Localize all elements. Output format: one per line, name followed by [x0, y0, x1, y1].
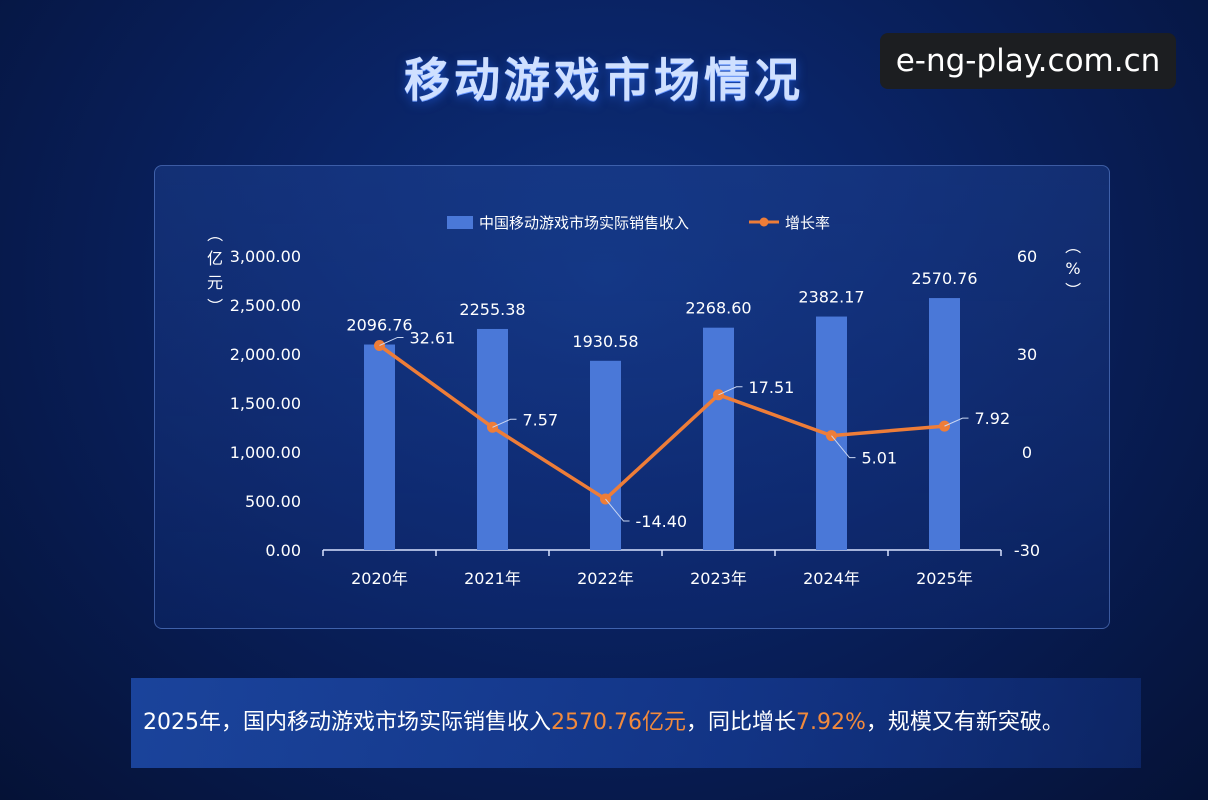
right-axis-tick: 30	[1017, 345, 1037, 364]
watermark-badge: e-ng-play.com.cn	[880, 33, 1176, 89]
right-axis-tick: -30	[1014, 541, 1040, 560]
combo-chart: 中国移动游戏市场实际销售收入 增长率 0.00 500.00 1,000.00 1,500…	[205, 214, 1082, 588]
growth-label-leader	[492, 418, 517, 428]
x-axis-tick: 2023年	[690, 569, 747, 588]
left-axis-tick: 2,000.00	[230, 345, 301, 364]
left-axis-unit-char: ）	[205, 298, 224, 314]
chart-panel: 中国移动游戏市场实际销售收入 增长率 0.00 500.00 1,000.00 1,500…	[154, 165, 1110, 629]
right-axis-unit-char: （	[1063, 238, 1082, 254]
left-axis-unit-char: 亿	[207, 249, 223, 268]
summary-text-1: 2025年，国内移动游戏市场实际销售收入	[143, 710, 551, 735]
left-axis-tick: 500.00	[245, 492, 301, 511]
left-axis-tick: 3,000.00	[230, 247, 301, 266]
revenue-bar	[477, 328, 508, 550]
revenue-bar	[703, 327, 734, 550]
growth-label-leader	[831, 435, 856, 459]
revenue-bar-label: 2268.60	[685, 299, 751, 318]
summary-text-2: ，同比增长	[685, 710, 796, 735]
left-axis-tick: 1,500.00	[230, 394, 301, 413]
legend-line-marker	[759, 217, 769, 227]
revenue-bar	[364, 344, 395, 550]
growth-point-label: 7.57	[523, 410, 559, 429]
revenue-bar-label: 1930.58	[572, 332, 638, 351]
right-axis-tick: 0	[1022, 443, 1032, 462]
legend-bar-label: 中国移动游戏市场实际销售收入	[479, 214, 689, 232]
right-axis-unit-char: %	[1065, 259, 1080, 278]
growth-line	[378, 344, 945, 501]
growth-label-leader	[605, 498, 630, 522]
page-title: 移动游戏市场情况	[404, 53, 804, 107]
revenue-bar	[590, 360, 621, 550]
left-axis-unit-char: 元	[207, 273, 223, 292]
x-axis-tick: 2020年	[351, 569, 408, 588]
growth-label-leader	[718, 386, 743, 396]
summary-text-3: ，规模又有新突破。	[865, 710, 1064, 735]
revenue-bar-label: 2096.76	[346, 316, 412, 335]
growth-point-label: 7.92	[975, 409, 1011, 428]
growth-point-label: 5.01	[862, 449, 898, 468]
right-axis-unit-char: ）	[1063, 282, 1082, 298]
left-axis-unit-char: （	[205, 226, 224, 242]
revenue-bar-label: 2382.17	[798, 288, 864, 307]
left-axis-tick: 1,000.00	[230, 443, 301, 462]
left-axis-tick: 2,500.00	[230, 296, 301, 315]
x-axis-tick: 2022年	[577, 569, 634, 588]
x-axis-tick: 2025年	[916, 569, 973, 588]
growth-label-leader	[944, 417, 969, 427]
summary-growth-highlight: 7.92%	[796, 710, 866, 735]
legend-line-label: 增长率	[785, 214, 830, 232]
summary-revenue-highlight: 2570.76亿元	[551, 710, 686, 735]
growth-point-label: 32.61	[410, 328, 456, 347]
revenue-bar-label: 2570.76	[911, 269, 977, 288]
left-axis-tick: 0.00	[265, 541, 301, 560]
legend-bar-swatch	[447, 216, 473, 229]
revenue-bar-label: 2255.38	[459, 300, 525, 319]
right-axis-tick: 60	[1017, 247, 1037, 266]
growth-point-label: 17.51	[749, 378, 795, 397]
summary-banner: 2025年，国内移动游戏市场实际销售收入2570.76亿元，同比增长7.92%，…	[131, 678, 1141, 768]
x-axis-tick: 2021年	[464, 569, 521, 588]
x-axis-tick: 2024年	[803, 569, 860, 588]
growth-label-leader	[379, 336, 404, 346]
growth-point-label: -14.40	[636, 512, 688, 531]
